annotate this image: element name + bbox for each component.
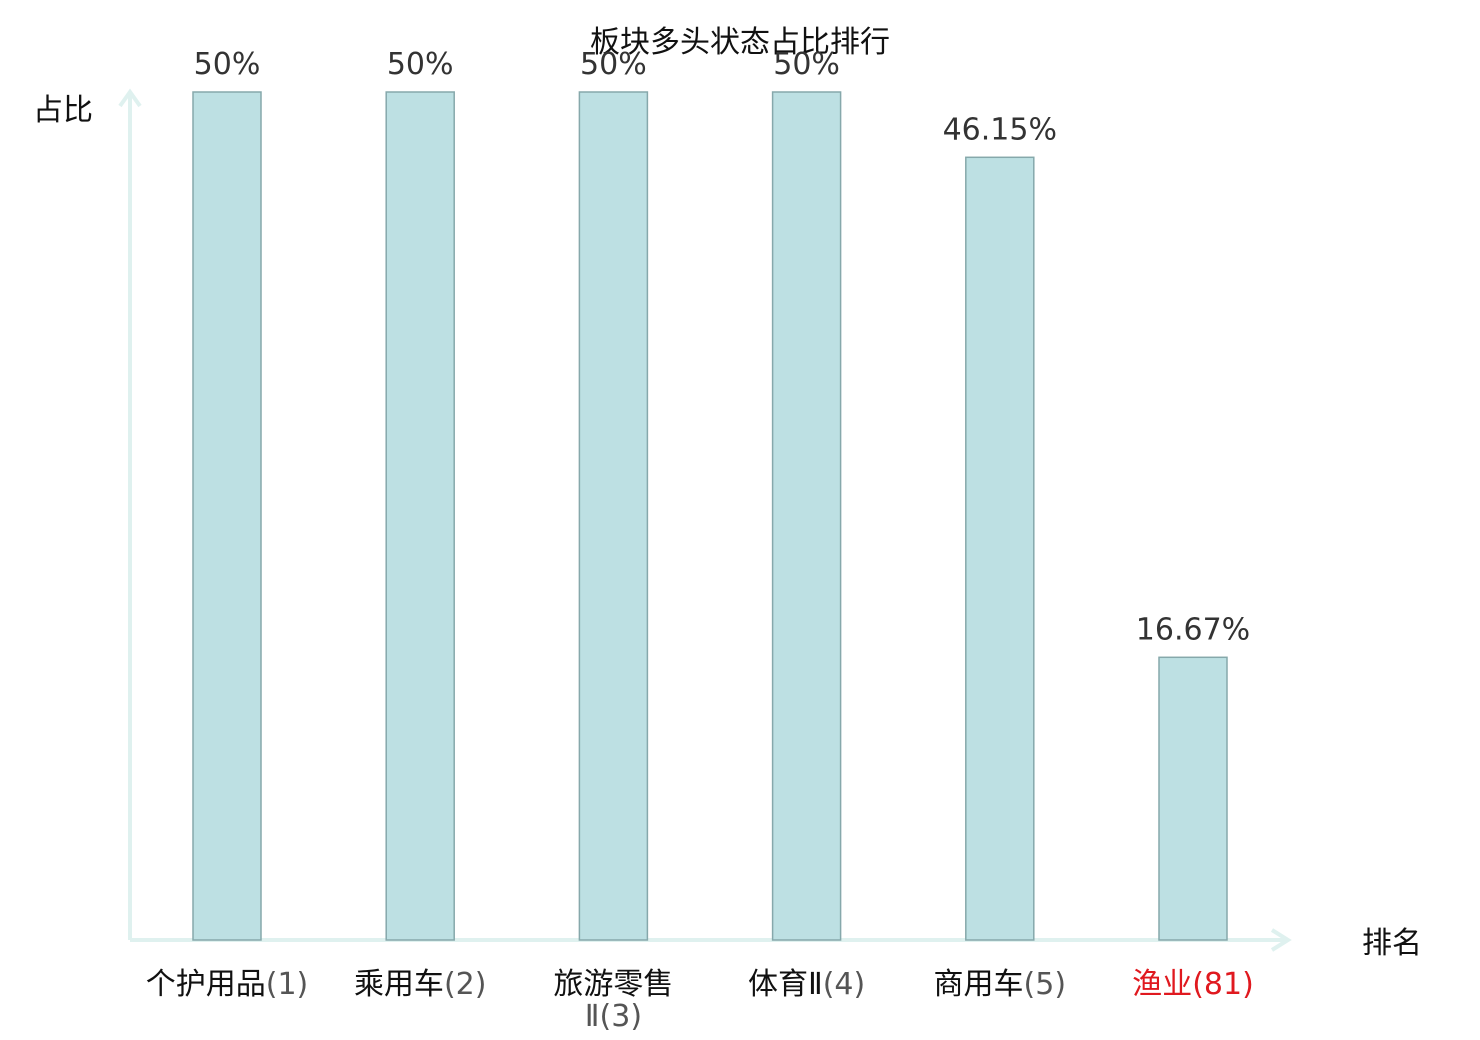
value-label: 50% (580, 47, 647, 82)
x-tick-label: 个护用品(1) (146, 967, 309, 1002)
x-tick-label: 渔业(81) (1132, 967, 1254, 1002)
x-tick-label: 商用车(5) (934, 967, 1067, 1002)
value-label: 50% (773, 47, 840, 82)
value-label: 46.15% (943, 112, 1057, 147)
bar (771, 91, 842, 941)
bar (192, 91, 262, 941)
y-axis-label: 占比 (33, 93, 93, 128)
x-tick-labels: 个护用品(1) 乘用车(2) 旅游零售 Ⅱ(3) 体育Ⅱ(4) 商用车(5) 渔业(81) (146, 967, 1254, 1034)
x-axis (130, 928, 1292, 952)
y-axis-arrow (118, 88, 142, 108)
bar (578, 91, 649, 941)
y-axis (118, 88, 142, 940)
bar (1158, 656, 1228, 941)
value-labels: 50% 50% 50% 50% 46.15% 16.67% (194, 47, 1251, 647)
bars (192, 91, 1228, 941)
x-axis-label: 排名 (1362, 926, 1422, 961)
x-tick-label: 体育Ⅱ(4) (748, 967, 865, 1002)
value-label: 50% (194, 47, 261, 82)
chart-title: 板块多头状态占比排行 (590, 25, 890, 60)
x-axis-arrow (1270, 928, 1292, 952)
value-label: 16.67% (1136, 612, 1250, 647)
x-tick-label: 乘用车(2) (354, 967, 487, 1002)
value-label: 50% (387, 47, 454, 82)
x-tick-label: 旅游零售 Ⅱ(3) (553, 967, 673, 1034)
bar (385, 91, 455, 941)
bar (965, 156, 1035, 941)
